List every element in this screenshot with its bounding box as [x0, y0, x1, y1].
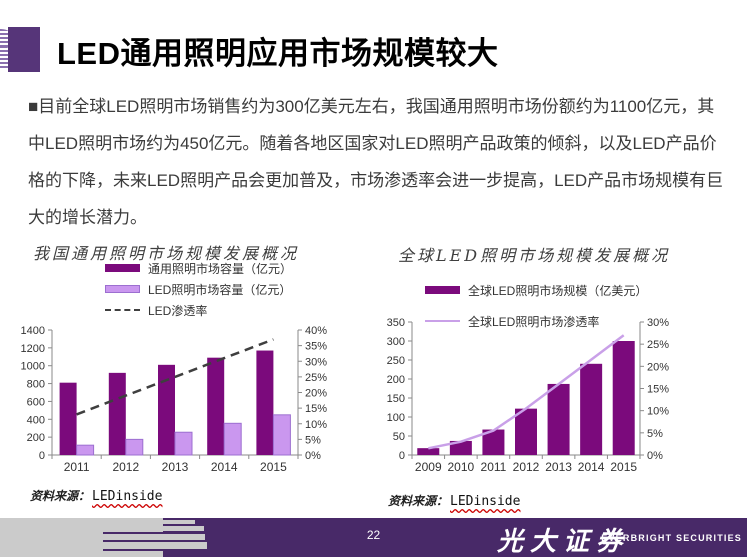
page-title: LED通用照明应用市场规模较大	[57, 36, 499, 71]
svg-text:600: 600	[27, 396, 45, 408]
svg-text:0%: 0%	[647, 450, 663, 462]
svg-text:40%: 40%	[305, 325, 327, 337]
source-value: LEDinside	[450, 494, 521, 509]
legend-label: LED渗透率	[148, 303, 208, 318]
svg-text:5%: 5%	[305, 434, 321, 446]
svg-text:2015: 2015	[610, 460, 637, 474]
svg-text:200: 200	[27, 432, 45, 444]
left-chart-title: 我国通用照明市场规模发展概况	[33, 244, 300, 263]
source-label: 资料来源：	[388, 494, 449, 508]
legend-bar-swatch	[105, 285, 140, 293]
legend-item: LED照明市场容量（亿元）	[105, 282, 292, 297]
svg-text:300: 300	[387, 336, 405, 348]
legend-item: 全球LED照明市场规模（亿美元）	[425, 283, 648, 298]
svg-text:35%: 35%	[305, 341, 327, 353]
source-value: LEDinside	[92, 489, 163, 504]
svg-text:2013: 2013	[545, 460, 572, 474]
svg-text:25%: 25%	[647, 339, 669, 351]
svg-text:50: 50	[393, 431, 405, 443]
svg-text:0: 0	[399, 450, 405, 462]
body-paragraph: ■目前全球LED照明市场销售约为300亿美元左右，我国通用照明市场份额约为110…	[28, 97, 724, 227]
svg-text:250: 250	[387, 355, 405, 367]
svg-text:1400: 1400	[21, 325, 45, 337]
svg-text:1000: 1000	[21, 361, 45, 373]
legend-label: 全球LED照明市场规模（亿美元）	[468, 283, 648, 298]
svg-text:25%: 25%	[305, 372, 327, 384]
legend-item: 全球LED照明市场渗透率	[425, 314, 647, 329]
left-chart: 0 200 400 600 800 1000 1200 1400 0% 5% 10% 15% 20% 25…	[21, 325, 328, 474]
legend-item: 通用照明市场容量（亿元）	[105, 261, 293, 276]
legend-label: 通用照明市场容量（亿元）	[148, 261, 293, 276]
right-chart: 0 50 100 150 200 250 300 350 0% 5% 10% 15% 20% 25% 30%…	[387, 317, 670, 474]
svg-text:10%: 10%	[305, 419, 327, 431]
legend-item: LED渗透率	[105, 303, 292, 318]
svg-text:350: 350	[387, 317, 405, 329]
svg-text:2009: 2009	[415, 460, 442, 474]
svg-text:200: 200	[387, 374, 405, 386]
svg-text:2011: 2011	[481, 460, 507, 474]
decoration-square	[8, 27, 40, 72]
svg-text:30%: 30%	[647, 317, 669, 329]
svg-text:2010: 2010	[448, 460, 475, 474]
svg-text:2014: 2014	[211, 460, 238, 474]
svg-text:2012: 2012	[112, 460, 139, 474]
svg-text:5%: 5%	[647, 428, 663, 440]
logo-stripe-gap	[103, 532, 205, 534]
svg-text:0%: 0%	[305, 450, 321, 462]
right-chart-legend: 全球LED照明市场规模（亿美元） 全球LED照明市场渗透率	[425, 283, 647, 345]
brand-name-chinese: 光大证券	[497, 527, 630, 557]
brand-name-english: EVERBRIGHT SECURITIES	[601, 533, 742, 543]
right-source-line: 资料来源： LEDinside	[388, 492, 520, 509]
svg-text:2011: 2011	[64, 460, 90, 474]
legend-label: LED照明市场容量（亿元）	[148, 282, 292, 297]
svg-text:15%: 15%	[647, 384, 669, 396]
logo-stripe-gap	[103, 540, 207, 542]
logo-stripe	[103, 542, 207, 549]
footer-bar: 22 光大证券 EVERBRIGHT SECURITIES	[0, 518, 747, 557]
svg-text:2013: 2013	[162, 460, 189, 474]
source-label: 资料来源：	[30, 489, 91, 503]
logo-stripe	[163, 526, 204, 531]
svg-text:30%: 30%	[305, 356, 327, 368]
right-chart-title: 全球LED照明市场规模发展概况	[398, 246, 671, 265]
left-chart-legend: 通用照明市场容量（亿元） LED照明市场容量（亿元） LED渗透率	[105, 261, 292, 324]
svg-text:2012: 2012	[513, 460, 540, 474]
legend-bar-swatch	[425, 286, 460, 294]
svg-text:2015: 2015	[260, 460, 287, 474]
logo-stripe	[103, 534, 205, 540]
page-number: 22	[366, 528, 381, 542]
left-source-line: 资料来源： LEDinside	[30, 487, 162, 504]
legend-line-swatch	[425, 320, 460, 322]
logo-stripe	[163, 520, 195, 524]
svg-text:10%: 10%	[647, 406, 669, 418]
legend-bar-swatch	[105, 264, 140, 272]
legend-line-swatch	[105, 309, 140, 311]
legend-label: 全球LED照明市场渗透率	[468, 314, 600, 329]
logo-stripe-gap	[103, 549, 207, 551]
svg-text:2014: 2014	[578, 460, 605, 474]
svg-text:150: 150	[387, 393, 405, 405]
svg-text:800: 800	[27, 379, 45, 391]
brand-corner-decoration	[0, 26, 44, 74]
svg-text:20%: 20%	[305, 388, 327, 400]
svg-text:1200: 1200	[21, 343, 45, 355]
svg-text:400: 400	[27, 414, 45, 426]
svg-text:15%: 15%	[305, 403, 327, 415]
svg-text:0: 0	[39, 450, 45, 462]
svg-text:100: 100	[387, 412, 405, 424]
svg-text:20%: 20%	[647, 361, 669, 373]
